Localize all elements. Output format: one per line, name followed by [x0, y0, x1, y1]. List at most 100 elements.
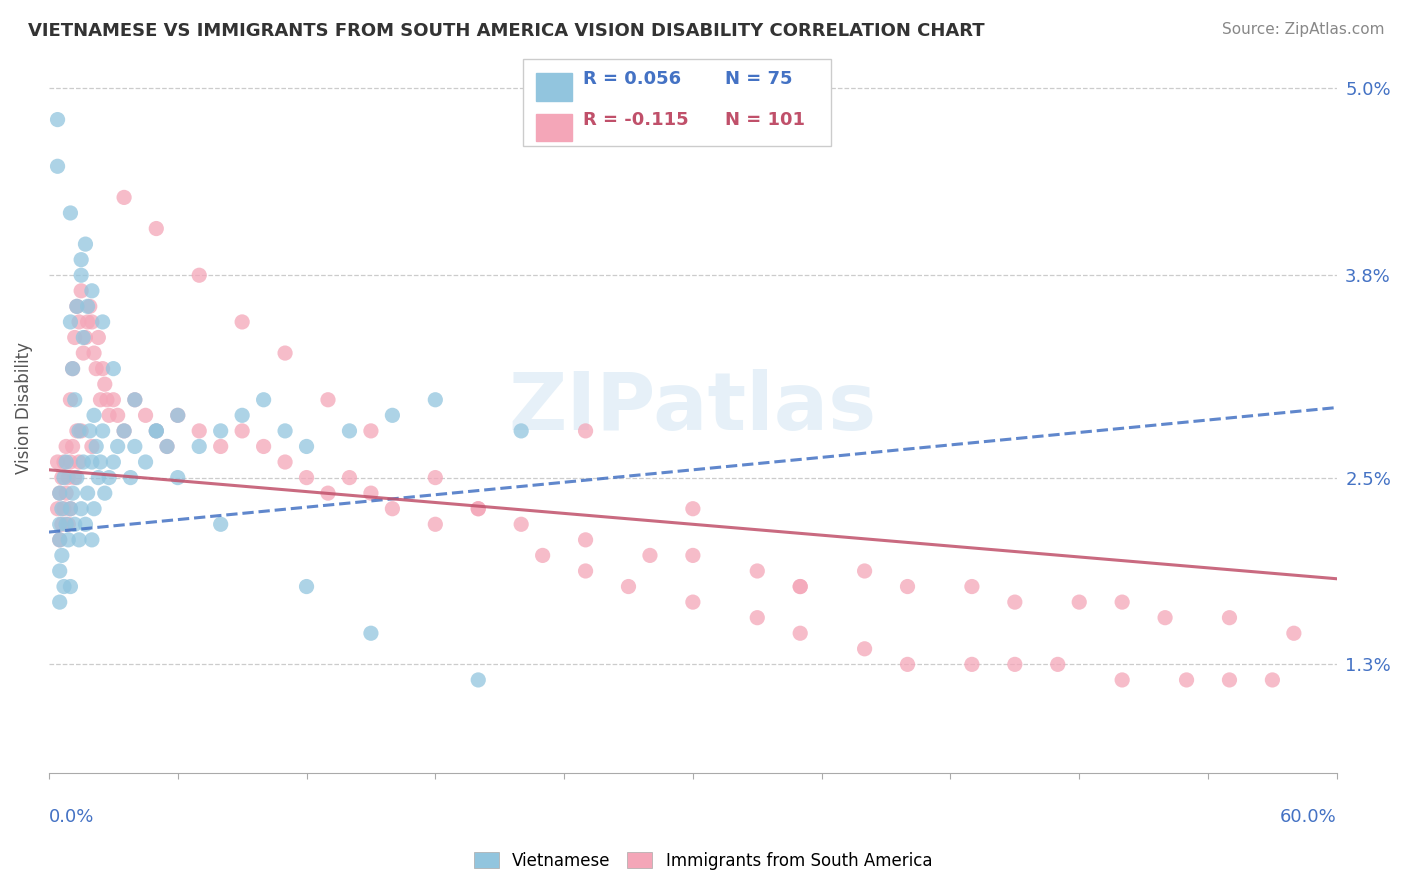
Point — [617, 580, 640, 594]
Text: 60.0%: 60.0% — [1279, 807, 1337, 826]
Point — [145, 424, 167, 438]
Point — [75, 237, 97, 252]
Point — [59, 501, 82, 516]
Point — [80, 533, 103, 547]
Point — [59, 392, 82, 407]
Point — [381, 501, 404, 516]
Point — [960, 657, 983, 672]
Point — [209, 440, 232, 454]
Point — [1004, 595, 1026, 609]
Bar — [536, 113, 572, 142]
Point — [48, 533, 70, 547]
Point — [48, 533, 70, 547]
Point — [295, 580, 318, 594]
Point — [48, 486, 70, 500]
Text: VIETNAMESE VS IMMIGRANTS FROM SOUTH AMERICA VISION DISABILITY CORRELATION CHART: VIETNAMESE VS IMMIGRANTS FROM SOUTH AMER… — [28, 22, 984, 40]
Point — [46, 501, 69, 516]
Point — [166, 470, 188, 484]
Point — [467, 501, 489, 516]
FancyBboxPatch shape — [523, 59, 831, 145]
Point — [467, 673, 489, 687]
Point — [252, 392, 274, 407]
Point — [55, 517, 77, 532]
Point — [107, 409, 129, 423]
Point — [1154, 610, 1177, 624]
Point — [79, 299, 101, 313]
Point — [66, 299, 89, 313]
Point — [87, 470, 110, 484]
Point — [59, 455, 82, 469]
Point — [360, 626, 382, 640]
Point — [188, 268, 211, 283]
Point — [59, 206, 82, 220]
Point — [53, 501, 76, 516]
Point — [1046, 657, 1069, 672]
Point — [98, 470, 121, 484]
Point — [70, 501, 93, 516]
Point — [360, 486, 382, 500]
Point — [145, 424, 167, 438]
Point — [96, 392, 118, 407]
Point — [51, 517, 73, 532]
Point — [120, 470, 142, 484]
Point — [63, 470, 86, 484]
Point — [853, 641, 876, 656]
Point — [59, 501, 82, 516]
Point — [79, 424, 101, 438]
Point — [76, 315, 98, 329]
Point — [53, 470, 76, 484]
Point — [188, 424, 211, 438]
Point — [231, 424, 253, 438]
Point — [83, 409, 105, 423]
Point — [1111, 673, 1133, 687]
Point — [55, 440, 77, 454]
Point — [231, 315, 253, 329]
Point — [135, 455, 157, 469]
Point — [63, 392, 86, 407]
Point — [62, 486, 84, 500]
Point — [360, 424, 382, 438]
Point — [339, 424, 361, 438]
Point — [80, 315, 103, 329]
Point — [83, 501, 105, 516]
Point — [67, 533, 90, 547]
Point — [63, 330, 86, 344]
Point — [53, 580, 76, 594]
Point — [252, 440, 274, 454]
Point — [112, 424, 135, 438]
Point — [53, 455, 76, 469]
Point — [62, 440, 84, 454]
Point — [789, 580, 811, 594]
Point — [84, 440, 107, 454]
Legend: Vietnamese, Immigrants from South America: Vietnamese, Immigrants from South Americ… — [467, 846, 939, 877]
Point — [70, 424, 93, 438]
Text: 0.0%: 0.0% — [49, 807, 94, 826]
Point — [58, 470, 80, 484]
Point — [896, 580, 918, 594]
Point — [789, 626, 811, 640]
Point — [853, 564, 876, 578]
Point — [145, 221, 167, 235]
Point — [135, 409, 157, 423]
Point — [209, 517, 232, 532]
Point — [103, 392, 125, 407]
Point — [510, 517, 533, 532]
Point — [98, 409, 121, 423]
Point — [91, 424, 114, 438]
Point — [1175, 673, 1198, 687]
Point — [156, 440, 179, 454]
Point — [70, 284, 93, 298]
Point — [124, 392, 146, 407]
Point — [1282, 626, 1305, 640]
Point — [274, 455, 297, 469]
Point — [316, 392, 339, 407]
Point — [1218, 610, 1240, 624]
Point — [896, 657, 918, 672]
Point — [574, 564, 596, 578]
Point — [145, 424, 167, 438]
Point — [112, 424, 135, 438]
Point — [80, 284, 103, 298]
Point — [59, 315, 82, 329]
Text: ZIPatlas: ZIPatlas — [509, 368, 877, 447]
Point — [638, 549, 661, 563]
